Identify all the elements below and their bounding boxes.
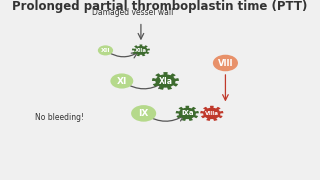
Text: VIIIa: VIIIa — [205, 111, 219, 116]
Circle shape — [213, 55, 238, 71]
Text: IXa: IXa — [181, 110, 194, 116]
Text: XIIa: XIIa — [135, 48, 147, 53]
Circle shape — [131, 105, 156, 122]
Polygon shape — [200, 106, 223, 121]
Text: XIa: XIa — [158, 76, 172, 86]
Text: Prolonged partial thromboplastin time (PTT): Prolonged partial thromboplastin time (P… — [12, 0, 308, 13]
Circle shape — [98, 45, 113, 55]
Circle shape — [110, 73, 133, 89]
Text: VIII: VIII — [218, 58, 233, 68]
Text: XI: XI — [117, 76, 127, 86]
Text: IX: IX — [139, 109, 149, 118]
Polygon shape — [152, 72, 179, 90]
Text: XII: XII — [101, 48, 110, 53]
Text: No bleeding!: No bleeding! — [35, 112, 84, 122]
Text: Damaged vessel wall: Damaged vessel wall — [92, 8, 173, 17]
Polygon shape — [132, 44, 150, 56]
Polygon shape — [176, 106, 199, 121]
